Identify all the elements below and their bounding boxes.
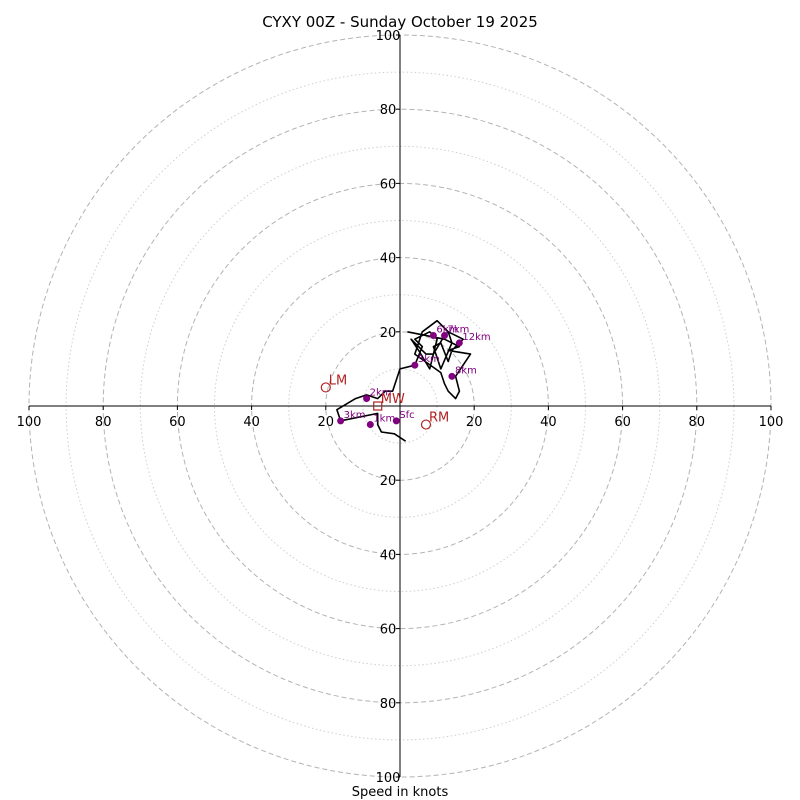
x-tick-label-left-80: 80 bbox=[95, 415, 112, 430]
height-label-12km: 12km bbox=[462, 332, 490, 343]
height-label-2km: 2km bbox=[370, 388, 392, 399]
height-label-7km: 7km bbox=[448, 325, 470, 336]
storm-motion-marker-mw bbox=[373, 401, 383, 411]
x-tick-label-right-100: 100 bbox=[759, 415, 784, 430]
y-tick-label-up-40: 40 bbox=[380, 252, 397, 267]
x-axis-label: Speed in knots bbox=[352, 785, 449, 800]
height-label-1km: 1km bbox=[373, 414, 395, 425]
chart-title: CYXY 00Z - Sunday October 19 2025 bbox=[262, 13, 538, 31]
height-point-12km bbox=[455, 339, 463, 347]
storm-motion-label-rm: RM bbox=[429, 411, 449, 426]
x-tick-label-left-40: 40 bbox=[243, 415, 260, 430]
storm-motion-marker-lm bbox=[320, 382, 331, 393]
x-tick-label-left-20: 20 bbox=[318, 415, 335, 430]
y-tick-label-down-20: 20 bbox=[380, 474, 397, 489]
height-point-8km bbox=[448, 372, 456, 380]
x-tick-label-right-60: 60 bbox=[614, 415, 631, 430]
height-label-8km: 8km bbox=[455, 365, 477, 376]
y-tick-label-down-100: 100 bbox=[376, 771, 401, 786]
y-tick-label-up-60: 60 bbox=[380, 177, 397, 192]
y-tick-label-down-80: 80 bbox=[380, 697, 397, 712]
hodograph-trace bbox=[336, 319, 472, 442]
height-point-5km bbox=[411, 361, 419, 369]
height-point-1km bbox=[366, 421, 374, 429]
x-tick-label-right-20: 20 bbox=[466, 415, 483, 430]
storm-motion-label-lm: LM bbox=[329, 373, 347, 388]
tick-labels: 20 20 20 20 40 40 40 40 60 60 60 60 80 80 80 80 100 100 10… bbox=[17, 29, 784, 786]
x-tick-label-left-60: 60 bbox=[169, 415, 186, 430]
axes bbox=[29, 35, 771, 777]
height-label-5km: 5km bbox=[418, 354, 440, 365]
height-label-3km: 3km bbox=[344, 410, 366, 421]
y-tick-label-down-40: 40 bbox=[380, 548, 397, 563]
x-tick-label-right-80: 80 bbox=[689, 415, 706, 430]
height-point-7km bbox=[441, 332, 449, 340]
height-point-3km bbox=[337, 417, 345, 425]
y-tick-label-down-60: 60 bbox=[380, 623, 397, 638]
y-tick-label-up-80: 80 bbox=[380, 103, 397, 118]
x-tick-label-left-100: 100 bbox=[17, 415, 42, 430]
height-point-2km bbox=[363, 395, 371, 403]
storm-motion-markers: LM MW RM bbox=[320, 373, 449, 430]
height-point-sfc bbox=[392, 417, 400, 425]
height-label-6km: 6km bbox=[436, 325, 458, 336]
height-point-6km bbox=[429, 332, 437, 340]
hodograph-line bbox=[336, 319, 472, 442]
x-tick-label-right-40: 40 bbox=[540, 415, 557, 430]
storm-motion-label-mw: MW bbox=[381, 392, 405, 407]
height-label-sfc: Sfc bbox=[399, 410, 414, 421]
y-tick-label-up-100: 100 bbox=[376, 29, 401, 44]
storm-motion-marker-rm bbox=[420, 419, 432, 430]
y-tick-label-up-20: 20 bbox=[380, 326, 397, 341]
